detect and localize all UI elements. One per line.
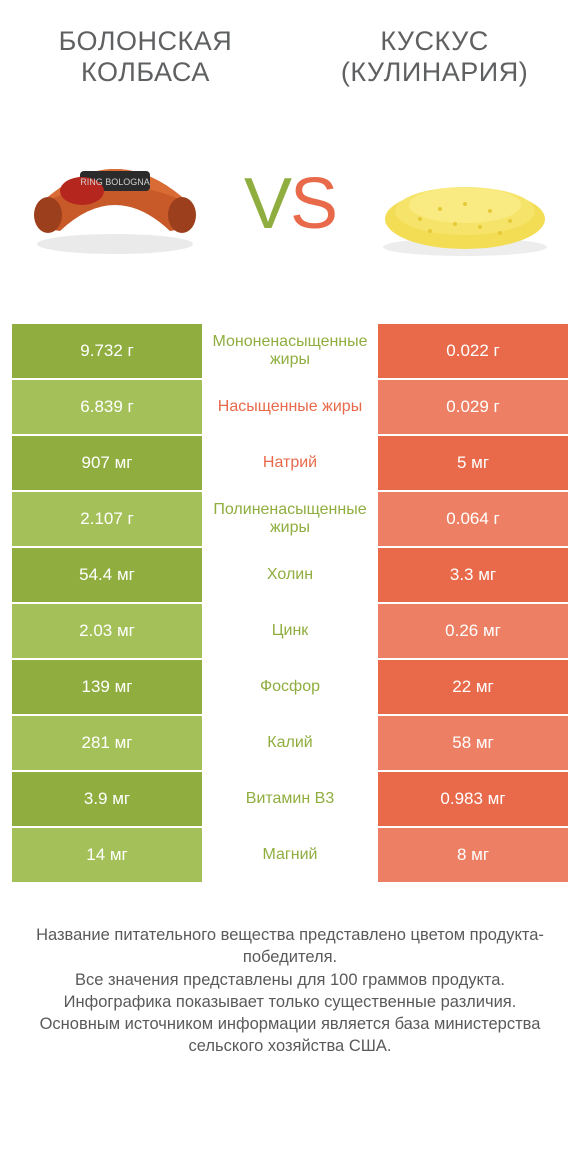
table-row: 14 мгМагний8 мг (12, 828, 568, 884)
nutrient-name: Холин (202, 548, 378, 604)
left-value: 3.9 мг (12, 772, 202, 828)
left-food-title: БОЛОНСКАЯ КОЛБАСА (12, 26, 279, 88)
footer-line-4: Основным источником информации является … (22, 1013, 558, 1058)
nutrient-name: Мононенасыщенные жиры (202, 324, 378, 380)
table-row: 281 мгКалий58 мг (12, 716, 568, 772)
couscous-image (370, 149, 560, 259)
nutrient-name: Витамин B3 (202, 772, 378, 828)
left-value: 9.732 г (12, 324, 202, 380)
right-value: 0.029 г (378, 380, 568, 436)
footer-line-2: Все значения представлены для 100 граммо… (22, 969, 558, 991)
left-value: 54.4 мг (12, 548, 202, 604)
nutrient-name: Калий (202, 716, 378, 772)
nutrition-table: 9.732 гМононенасыщенные жиры0.022 г6.839… (12, 324, 568, 884)
nutrient-name: Полиненасыщенные жиры (202, 492, 378, 548)
left-value: 281 мг (12, 716, 202, 772)
table-row: 54.4 мгХолин3.3 мг (12, 548, 568, 604)
right-value: 0.064 г (378, 492, 568, 548)
table-row: 6.839 гНасыщенные жиры0.029 г (12, 380, 568, 436)
nutrient-name: Натрий (202, 436, 378, 492)
left-value: 139 мг (12, 660, 202, 716)
sausage-image: RING BOLOGNA (20, 149, 210, 259)
nutrient-name: Магний (202, 828, 378, 884)
right-food-title: КУСКУС (КУЛИНАРИЯ) (301, 26, 568, 88)
right-value: 8 мг (378, 828, 568, 884)
vs-s: S (290, 164, 336, 244)
footer-line-1: Название питательного вещества представл… (22, 924, 558, 969)
left-value: 907 мг (12, 436, 202, 492)
nutrient-name: Насыщенные жиры (202, 380, 378, 436)
vs-label: VS (244, 163, 336, 245)
nutrient-name: Цинк (202, 604, 378, 660)
right-value: 5 мг (378, 436, 568, 492)
vs-row: RING BOLOGNA VS (12, 114, 568, 294)
titles-row: БОЛОНСКАЯ КОЛБАСА КУСКУС (КУЛИНАРИЯ) (12, 26, 568, 88)
right-value: 0.022 г (378, 324, 568, 380)
right-value: 3.3 мг (378, 548, 568, 604)
nutrient-name: Фосфор (202, 660, 378, 716)
table-row: 3.9 мгВитамин B30.983 мг (12, 772, 568, 828)
right-value: 0.983 мг (378, 772, 568, 828)
right-value: 22 мг (378, 660, 568, 716)
left-value: 14 мг (12, 828, 202, 884)
right-value: 58 мг (378, 716, 568, 772)
left-value: 2.03 мг (12, 604, 202, 660)
left-value: 2.107 г (12, 492, 202, 548)
footer-notes: Название питательного вещества представл… (12, 924, 568, 1058)
footer-line-3: Инфографика показывает только существенн… (22, 991, 558, 1013)
vs-v: V (244, 164, 290, 244)
table-row: 2.107 гПолиненасыщенные жиры0.064 г (12, 492, 568, 548)
table-row: 9.732 гМононенасыщенные жиры0.022 г (12, 324, 568, 380)
table-row: 2.03 мгЦинк0.26 мг (12, 604, 568, 660)
left-value: 6.839 г (12, 380, 202, 436)
table-row: 907 мгНатрий5 мг (12, 436, 568, 492)
svg-text:RING BOLOGNA: RING BOLOGNA (80, 177, 150, 187)
table-row: 139 мгФосфор22 мг (12, 660, 568, 716)
right-value: 0.26 мг (378, 604, 568, 660)
